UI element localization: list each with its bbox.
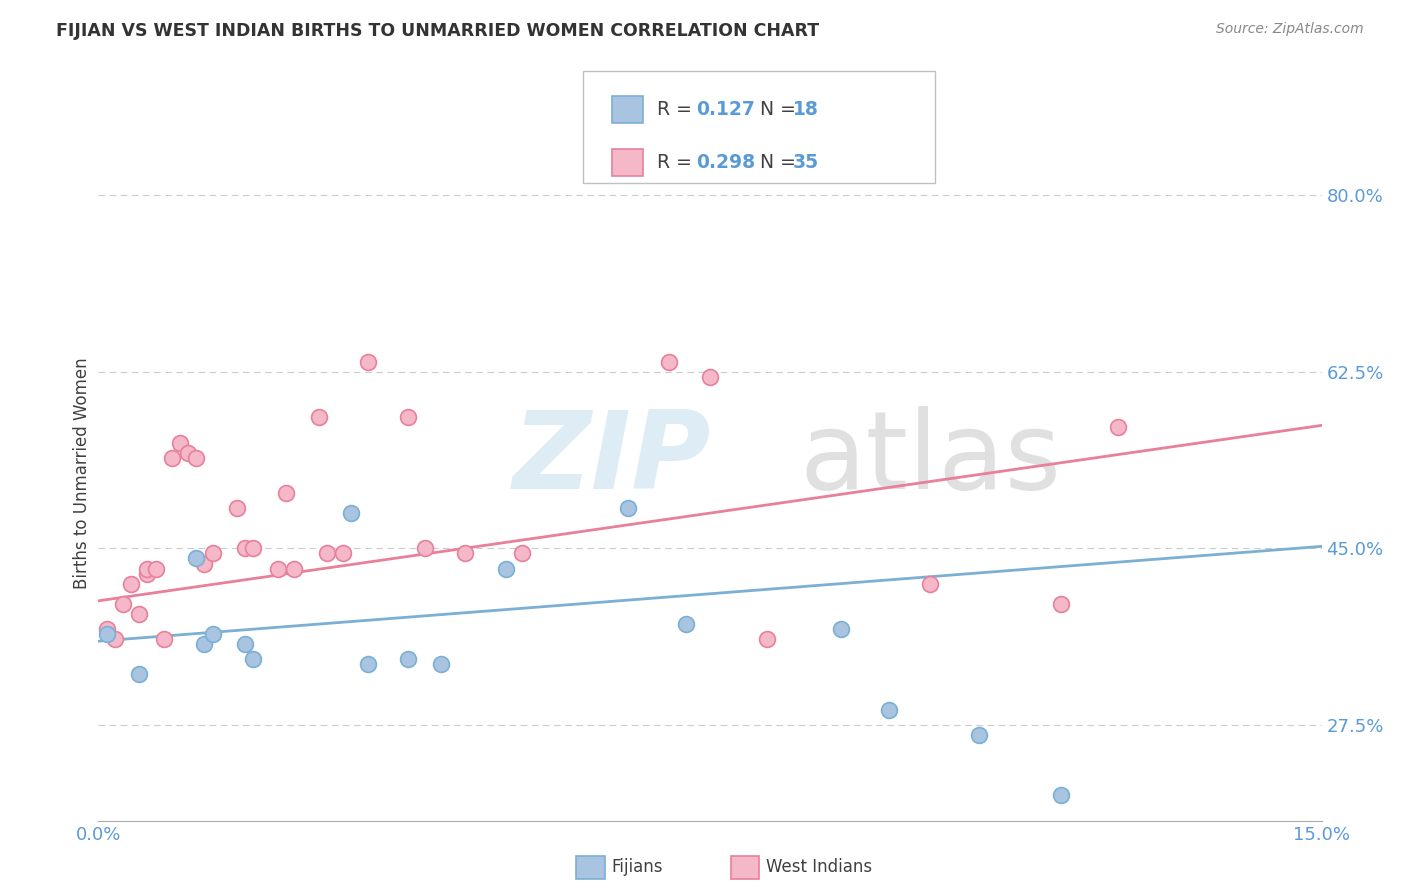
Point bbox=[160, 450, 183, 465]
Point bbox=[152, 632, 174, 647]
Point bbox=[1107, 420, 1129, 434]
Point bbox=[267, 561, 290, 575]
Point bbox=[830, 622, 852, 636]
Point bbox=[413, 541, 436, 556]
Text: R =: R = bbox=[657, 153, 697, 172]
Point bbox=[879, 703, 901, 717]
Point bbox=[186, 450, 208, 465]
Point bbox=[274, 486, 297, 500]
Point bbox=[430, 657, 453, 672]
Point bbox=[396, 652, 419, 666]
Point bbox=[495, 561, 517, 575]
Text: 0.127: 0.127 bbox=[696, 100, 755, 120]
Point bbox=[1049, 597, 1071, 611]
Text: N =: N = bbox=[748, 153, 801, 172]
Point bbox=[1049, 789, 1071, 803]
Point bbox=[920, 576, 942, 591]
Point bbox=[136, 561, 159, 575]
Text: N =: N = bbox=[748, 100, 801, 120]
Point bbox=[332, 546, 354, 560]
Point bbox=[145, 561, 167, 575]
Point bbox=[136, 566, 159, 581]
Point bbox=[512, 546, 534, 560]
Point bbox=[186, 551, 208, 566]
Point bbox=[193, 637, 215, 651]
Y-axis label: Births to Unmarried Women: Births to Unmarried Women bbox=[73, 357, 91, 589]
Point bbox=[177, 445, 200, 459]
Point bbox=[308, 410, 330, 425]
Point bbox=[201, 627, 224, 641]
Text: R =: R = bbox=[657, 100, 697, 120]
Point bbox=[967, 728, 990, 742]
Point bbox=[699, 370, 721, 384]
Point bbox=[193, 557, 215, 571]
Text: 0.298: 0.298 bbox=[696, 153, 755, 172]
Point bbox=[242, 541, 264, 556]
Point bbox=[104, 632, 127, 647]
Point bbox=[675, 617, 697, 632]
Point bbox=[340, 506, 363, 520]
Point bbox=[169, 435, 191, 450]
Point bbox=[96, 627, 118, 641]
Point bbox=[96, 622, 118, 636]
Point bbox=[226, 501, 249, 516]
Point bbox=[454, 546, 477, 560]
Point bbox=[396, 410, 419, 425]
Point bbox=[201, 546, 224, 560]
Text: atlas: atlas bbox=[799, 406, 1062, 512]
Point bbox=[658, 355, 681, 369]
Text: 18: 18 bbox=[793, 100, 818, 120]
Point bbox=[283, 561, 305, 575]
Point bbox=[233, 541, 256, 556]
Text: Fijians: Fijians bbox=[612, 858, 664, 876]
Text: FIJIAN VS WEST INDIAN BIRTHS TO UNMARRIED WOMEN CORRELATION CHART: FIJIAN VS WEST INDIAN BIRTHS TO UNMARRIE… bbox=[56, 22, 820, 40]
Point bbox=[617, 501, 640, 516]
Point bbox=[315, 546, 337, 560]
Point bbox=[128, 667, 150, 681]
Point bbox=[120, 576, 142, 591]
Text: ZIP: ZIP bbox=[513, 406, 711, 512]
Point bbox=[756, 632, 779, 647]
Point bbox=[111, 597, 134, 611]
Text: 35: 35 bbox=[793, 153, 820, 172]
Point bbox=[356, 657, 378, 672]
Text: West Indians: West Indians bbox=[766, 858, 872, 876]
Point bbox=[128, 607, 150, 621]
Point bbox=[242, 652, 264, 666]
Text: Source: ZipAtlas.com: Source: ZipAtlas.com bbox=[1216, 22, 1364, 37]
Point bbox=[356, 355, 378, 369]
Point bbox=[233, 637, 256, 651]
